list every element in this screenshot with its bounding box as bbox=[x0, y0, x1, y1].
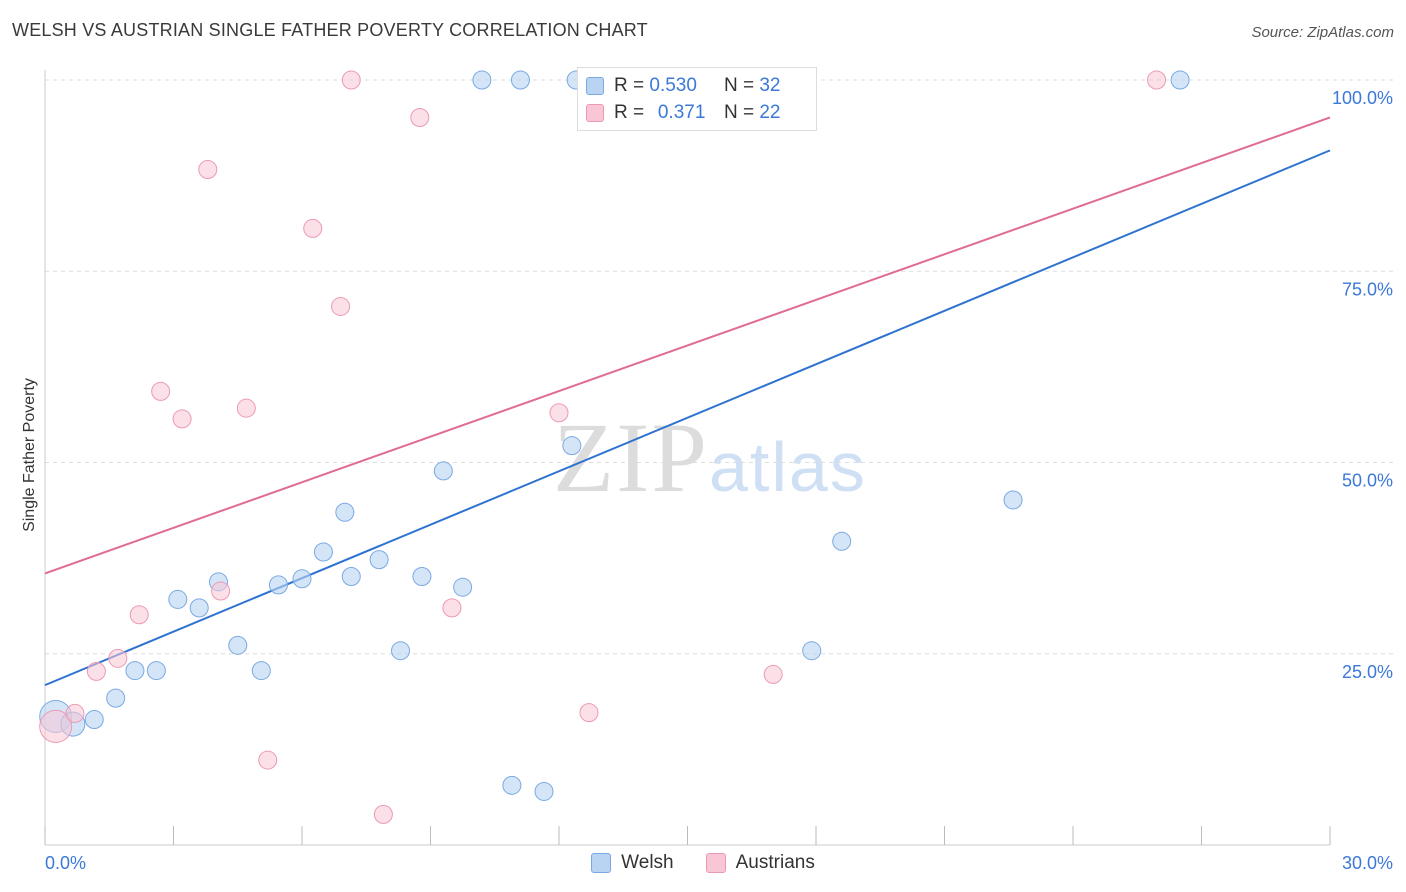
austrian-point bbox=[331, 296, 351, 316]
welsh-point bbox=[251, 661, 271, 681]
austrian-point bbox=[442, 598, 462, 618]
austrian-point bbox=[258, 750, 278, 770]
welsh-point bbox=[412, 566, 432, 586]
austrian-point bbox=[86, 661, 106, 681]
welsh-point bbox=[433, 461, 453, 481]
legend-row-austrians: R = 0.371 N = 22 bbox=[586, 100, 780, 126]
austrians-swatch bbox=[705, 853, 726, 873]
welsh-point bbox=[268, 575, 288, 595]
legend-n-value: 22 bbox=[759, 102, 781, 123]
legend-r-label: R = bbox=[614, 75, 645, 96]
austrian-point bbox=[549, 403, 569, 423]
legend-n-value: 32 bbox=[759, 75, 781, 96]
welsh-point bbox=[453, 577, 473, 597]
welsh-point bbox=[106, 688, 126, 708]
y-tick-label: 100.0% bbox=[1332, 88, 1393, 108]
welsh-point bbox=[562, 436, 582, 456]
chart-title: WELSH VS AUSTRIAN SINGLE FATHER POVERTY … bbox=[12, 20, 648, 40]
welsh-point bbox=[341, 566, 361, 586]
welsh-trend-line bbox=[44, 149, 1331, 687]
welsh-point bbox=[313, 542, 333, 562]
x-tick-label: 0.0% bbox=[45, 853, 86, 873]
legend-n-label: N = bbox=[723, 102, 755, 123]
austrian-point bbox=[172, 409, 192, 429]
y-tick-label: 25.0% bbox=[1342, 662, 1393, 682]
welsh-point bbox=[391, 641, 411, 661]
trend-lines bbox=[44, 116, 1331, 687]
legend-r-value: 0.371 bbox=[657, 102, 706, 123]
legend-r-label: R = bbox=[614, 102, 645, 123]
legend-row-welsh: R = 0.530 N = 32 bbox=[586, 73, 780, 99]
austrian-point bbox=[303, 218, 323, 238]
y-tick-label: 75.0% bbox=[1342, 279, 1393, 299]
welsh-points bbox=[39, 70, 1190, 801]
welsh-point bbox=[146, 661, 166, 681]
legend-item-welsh[interactable]: Welsh bbox=[591, 852, 674, 874]
welsh-point bbox=[335, 502, 355, 522]
welsh-point bbox=[84, 710, 104, 730]
welsh-point bbox=[534, 781, 554, 801]
legend-item-austrians[interactable]: Austrians bbox=[705, 852, 815, 874]
welsh-point bbox=[292, 569, 312, 589]
legend-n-label: N = bbox=[723, 75, 755, 96]
austrians-swatch bbox=[586, 104, 604, 122]
welsh-point bbox=[472, 70, 492, 90]
austrian-point bbox=[211, 581, 231, 601]
austrian-point bbox=[108, 648, 128, 668]
austrian-point bbox=[1147, 70, 1167, 90]
welsh-point bbox=[802, 641, 822, 661]
austrian-point bbox=[151, 381, 171, 401]
series-legend: Welsh Austrians bbox=[0, 852, 1406, 874]
austrian-point bbox=[579, 703, 599, 723]
austrian-point bbox=[410, 107, 430, 127]
welsh-point bbox=[189, 598, 209, 618]
welsh-point bbox=[1170, 70, 1190, 90]
austrian-point bbox=[129, 605, 149, 625]
austrian-point bbox=[763, 664, 783, 684]
austrian-point bbox=[39, 709, 73, 743]
austrian-trend-line bbox=[44, 116, 1331, 575]
legend-welsh-label: Welsh bbox=[621, 852, 674, 873]
austrian-point bbox=[236, 398, 256, 418]
y-tick-label: 50.0% bbox=[1342, 471, 1393, 491]
welsh-point bbox=[168, 589, 188, 609]
correlation-legend: R = 0.530 N = 32 R = 0.371 N = 22 bbox=[577, 67, 817, 131]
welsh-point bbox=[510, 70, 530, 90]
austrian-point bbox=[373, 804, 393, 824]
legend-r-value: 0.530 bbox=[649, 75, 697, 96]
welsh-point bbox=[125, 661, 145, 681]
welsh-point bbox=[502, 775, 522, 795]
welsh-point bbox=[228, 635, 248, 655]
welsh-point bbox=[832, 531, 852, 551]
austrian-point bbox=[341, 70, 361, 90]
watermark-atlas: atlas bbox=[709, 428, 867, 506]
chart-source: Source: ZipAtlas.com bbox=[1251, 24, 1394, 41]
welsh-swatch bbox=[591, 853, 612, 873]
austrian-point bbox=[65, 703, 85, 723]
austrian-points bbox=[39, 70, 1167, 824]
austrian-point bbox=[198, 160, 218, 180]
legend-austrians-label: Austrians bbox=[735, 852, 815, 873]
x-tick-label: 30.0% bbox=[1342, 853, 1393, 873]
welsh-swatch bbox=[586, 77, 604, 95]
welsh-point bbox=[1003, 490, 1023, 510]
tick-labels: 25.0% 50.0% 75.0% 100.0% 0.0% 30.0% bbox=[45, 88, 1393, 873]
welsh-point bbox=[369, 550, 389, 570]
